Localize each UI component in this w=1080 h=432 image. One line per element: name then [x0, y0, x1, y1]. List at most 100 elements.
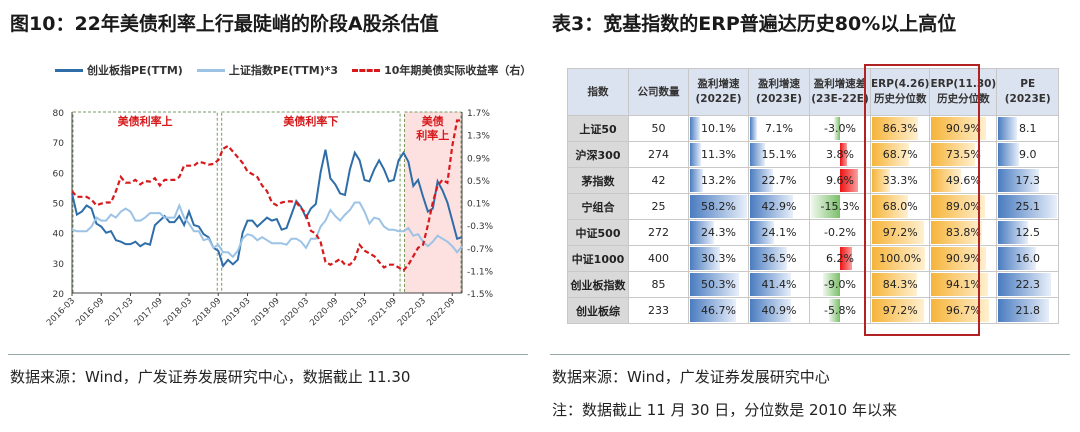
cell-text: 97.2% [882, 226, 918, 239]
table-cell: 24.1% [748, 219, 810, 246]
data-bar [931, 143, 976, 166]
x-tick-label: 2019-09 [250, 296, 282, 328]
data-bar [872, 247, 926, 270]
table-cell: 85 [628, 271, 689, 298]
table-row: 创业板综 233 46.7% 40.9% -5.8% 97.2% 96.7% 21.8 [567, 297, 1060, 324]
column-header: 盈利增速 (2023E) [748, 68, 810, 116]
data-bar [931, 299, 990, 322]
column-header: 盈利增速差 (23E-22E) [809, 68, 871, 116]
cell-text: 25 [651, 200, 666, 213]
cell-text: 3.8% [826, 148, 854, 161]
x-tick-label: 2016-09 [74, 296, 106, 328]
region-label: 美债利率下 [283, 114, 338, 128]
y-tick-label: 30 [53, 260, 65, 270]
index-name-cell: 沪深300 [567, 141, 629, 168]
table-row: 中证500 272 24.3% 24.1% -0.2% 97.2% 83.8% 12.5 [567, 219, 1060, 246]
index-name-cell: 茅指数 [567, 167, 629, 194]
region-label: 美债利率上 [118, 114, 173, 128]
table-cell: -9.0% [809, 271, 871, 298]
figure-title: 图10：22年美债利率上行最陡峭的阶段A股杀估值 [10, 13, 439, 35]
data-bar [840, 247, 852, 270]
table-cell: 12.5 [996, 219, 1060, 246]
y2-tick-label: 0.9% [467, 154, 490, 164]
cell-text: 83.8% [945, 226, 981, 239]
table-cell: 22.3 [996, 271, 1060, 298]
cell-text: 85 [651, 278, 666, 291]
table-cell: 8.1 [996, 115, 1060, 142]
table-cell: 16.0 [996, 245, 1060, 272]
column-header: 指数 [567, 68, 629, 116]
header-line: (2023E) [1004, 93, 1051, 105]
data-bar [872, 143, 909, 166]
cell-text: 17.3 [1015, 174, 1040, 187]
x-tick-label: 2019-03 [220, 296, 252, 328]
table-row: 创业板指数 85 50.3% 41.4% -9.0% 84.3% 94.1% 22.3 [567, 271, 1060, 298]
table-cell: 10.1% [688, 115, 749, 142]
legend-swatch [352, 68, 381, 72]
series-line [71, 119, 462, 272]
table-cell: 50.3% [688, 271, 749, 298]
table-cell: 13.2% [688, 167, 749, 194]
data-bar [998, 221, 1028, 244]
data-bar [931, 247, 986, 270]
table-cell: 94.1% [929, 271, 998, 298]
data-bar [750, 299, 791, 322]
x-tick-label: 2016-03 [45, 296, 77, 328]
legend-item: 创业板指PE(TTM) [55, 62, 183, 78]
table-cell: 89.0% [929, 193, 998, 220]
cell-text: 46.7% [701, 304, 736, 317]
data-bar [750, 221, 775, 244]
column-header: 公司数量 [628, 68, 689, 116]
cell-text: 创业板综 [576, 304, 620, 318]
header-line: (23E-22E) [811, 93, 869, 105]
cell-text: -9.0% [824, 278, 856, 291]
table-cell: 58.2% [688, 193, 749, 220]
data-bar [690, 221, 714, 244]
cell-text: -15.3% [820, 200, 860, 213]
x-tick-label: 2022-03 [396, 296, 428, 328]
region-label: 美债 [422, 114, 444, 128]
header-row: 指数 公司数量 盈利增速 (2022E) 盈利增速 (2023E) 盈利增速差 (23E-22… [567, 68, 1060, 116]
cell-text: 89.0% [945, 200, 981, 213]
cell-text: 90.9% [945, 252, 981, 265]
data-bar [750, 247, 787, 270]
data-bar [823, 273, 840, 296]
y2-tick-label: -0.3% [467, 222, 494, 232]
cell-text: 24.3% [701, 226, 736, 239]
cell-text: 22.7% [761, 174, 797, 187]
cell-text: 9.6% [826, 174, 854, 187]
cell-text: 42 [651, 174, 666, 187]
cell-text: 30.3% [701, 252, 736, 265]
cell-text: 上证50 [579, 122, 617, 136]
header-line: 公司数量 [637, 85, 680, 98]
table-title: 表3：宽基指数的ERP普遍达历史80%以上高位 [552, 13, 957, 35]
data-bar [690, 273, 740, 296]
y2-tick-label: 1.7% [467, 109, 490, 119]
data-bar [829, 299, 840, 322]
data-bar [998, 299, 1050, 322]
table-cell: 233 [628, 297, 689, 324]
cell-text: 10.1% [701, 122, 736, 135]
cell-text: 49.6% [945, 174, 981, 187]
column-header: PE (2023E) [996, 68, 1060, 116]
header-line: (2022E) [695, 93, 742, 105]
table-cell: 9.6% [809, 167, 871, 194]
table-cell: 49.6% [929, 167, 998, 194]
y2-tick-label: 1.3% [467, 132, 490, 142]
y2-tick-label: 0.5% [467, 177, 490, 187]
legend-swatch [196, 68, 225, 72]
data-bar [840, 143, 848, 166]
index-name-cell: 宁组合 [567, 193, 629, 220]
cell-text: 68.0% [882, 200, 918, 213]
cell-text: 272 [648, 226, 669, 239]
x-tick-label: 2021-09 [367, 296, 399, 328]
table-cell: 22.7% [748, 167, 810, 194]
cell-text: 16.0 [1015, 252, 1040, 265]
table-cell: 17.3 [996, 167, 1060, 194]
data-bar [690, 117, 700, 140]
x-tick-label: 2017-09 [133, 296, 165, 328]
table-cell: 97.2% [869, 219, 931, 246]
column-header: 盈利增速 (2022E) [688, 68, 749, 116]
table-row: 茅指数 42 13.2% 22.7% 9.6% 33.3% 49.6% 17.3 [567, 167, 1060, 194]
